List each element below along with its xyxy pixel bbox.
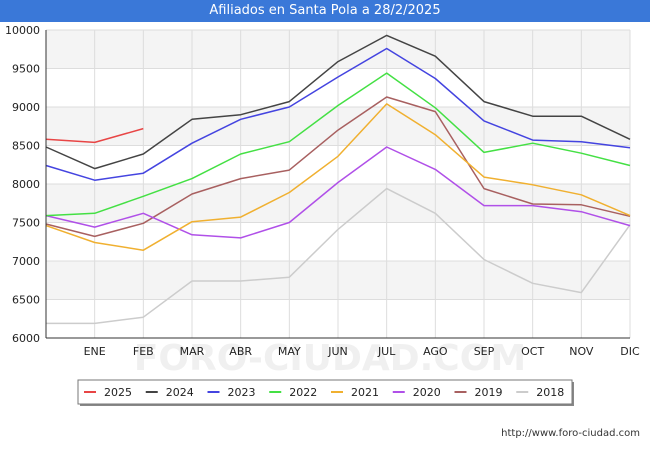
- x-tick-label: FEB: [133, 345, 154, 358]
- legend-label-2020: 2020: [413, 386, 441, 399]
- series-line-2019: [45, 96, 631, 238]
- source-credit: http://www.foro-ciudad.com: [501, 428, 640, 439]
- grid: [46, 29, 631, 339]
- y-tick-label: 7000: [12, 255, 40, 268]
- legend-label-2019: 2019: [475, 386, 503, 399]
- y-tick-label: 6000: [12, 332, 40, 345]
- x-tick-label: AGO: [423, 345, 448, 358]
- series-line-2023: [45, 47, 631, 181]
- y-tick-label: 8500: [12, 140, 40, 153]
- series-line-2020: [45, 146, 631, 239]
- x-tick-label: SEP: [474, 345, 495, 358]
- legend-label-2021: 2021: [351, 386, 379, 399]
- series-lines: [45, 34, 631, 325]
- y-tick-label: 9500: [12, 63, 40, 76]
- x-tick-label: NOV: [569, 345, 594, 358]
- x-tick-label: ABR: [229, 345, 252, 358]
- y-tick-label: 6500: [12, 294, 40, 307]
- series-line-2018: [46, 187, 631, 325]
- y-tick-label: 9000: [12, 101, 40, 114]
- x-tick-label: JUL: [377, 345, 396, 358]
- x-tick-label: MAR: [180, 345, 205, 358]
- x-tick-label: ENE: [84, 345, 106, 358]
- watermark: FORO-CIUDAD.COM: [134, 338, 526, 379]
- axes: 6000 6500 7000 7500 8000 8500 9000 9500 10000 ENE…: [5, 24, 640, 358]
- series-line-2024: [45, 34, 631, 170]
- legend-label-2024: 2024: [166, 386, 194, 399]
- y-tick-label: 10000: [5, 24, 40, 37]
- x-tick-label: OCT: [521, 345, 544, 358]
- legend-label-2023: 2023: [228, 386, 256, 399]
- legend-label-2022: 2022: [289, 386, 317, 399]
- series-line-2022: [45, 72, 631, 217]
- series-line-2025: [45, 127, 144, 144]
- series-line-2021: [45, 103, 631, 251]
- x-tick-label: MAY: [278, 345, 301, 358]
- legend-label-2025: 2025: [104, 386, 132, 399]
- x-tick-label: JUN: [327, 345, 348, 358]
- legend-label-2018: 2018: [536, 386, 564, 399]
- y-tick-label: 7500: [12, 217, 40, 230]
- x-tick-label: DIC: [620, 345, 640, 358]
- chart-title: Afiliados en Santa Pola a 28/2/2025: [0, 0, 650, 22]
- legend: 2025 2024 2023 2022 2021 2020 2019 2018: [77, 379, 574, 406]
- y-tick-label: 8000: [12, 178, 40, 191]
- legend-box: [77, 379, 573, 405]
